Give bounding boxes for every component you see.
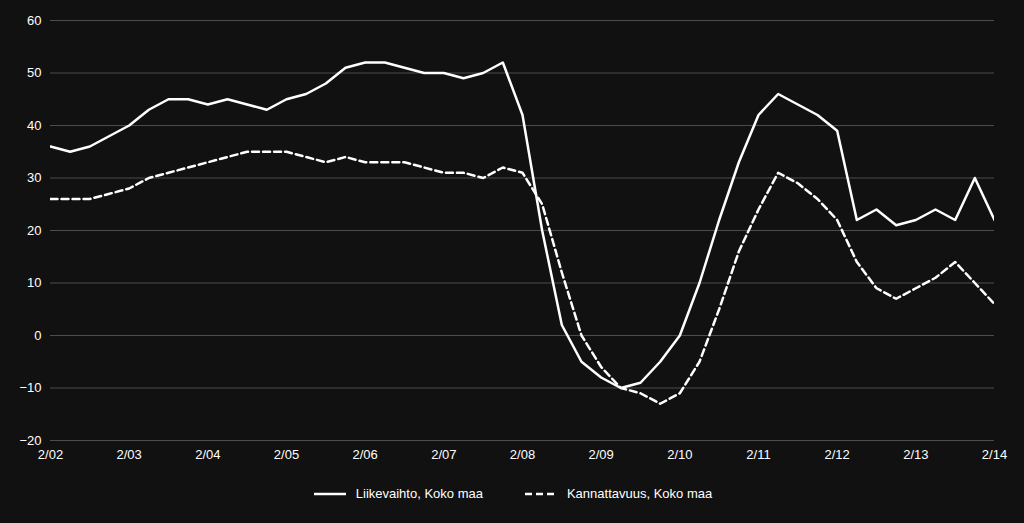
html-text:Kannattavuus, Koko maa: Kannattavuus, Koko maa [567, 486, 713, 501]
svg-text:2/11: 2/11 [746, 447, 770, 462]
svg-text:30: 30 [27, 170, 41, 185]
svg-text:2/05: 2/05 [274, 447, 299, 462]
svg-text:−10: −10 [19, 380, 41, 395]
svg-text:2/14: 2/14 [982, 447, 1007, 462]
svg-text:2/09: 2/09 [589, 447, 614, 462]
svg-text:2/07: 2/07 [431, 447, 456, 462]
html-text:Liikevaihto, Koko maa: Liikevaihto, Koko maa [355, 486, 483, 501]
svg-text:2/10: 2/10 [667, 447, 692, 462]
svg-text:0: 0 [34, 328, 41, 343]
svg-text:10: 10 [27, 275, 41, 290]
svg-text:2/08: 2/08 [510, 447, 535, 462]
svg-text:40: 40 [27, 118, 41, 133]
svg-text:2/04: 2/04 [195, 447, 220, 462]
svg-text:2/02: 2/02 [38, 447, 63, 462]
svg-text:60: 60 [27, 13, 41, 28]
svg-text:2/03: 2/03 [117, 447, 142, 462]
svg-text:2/06: 2/06 [353, 447, 378, 462]
svg-text:−20: −20 [19, 433, 41, 448]
svg-text:50: 50 [27, 65, 41, 80]
svg-text:20: 20 [27, 223, 41, 238]
svg-text:2/13: 2/13 [903, 447, 928, 462]
svg-text:2/12: 2/12 [825, 447, 850, 462]
